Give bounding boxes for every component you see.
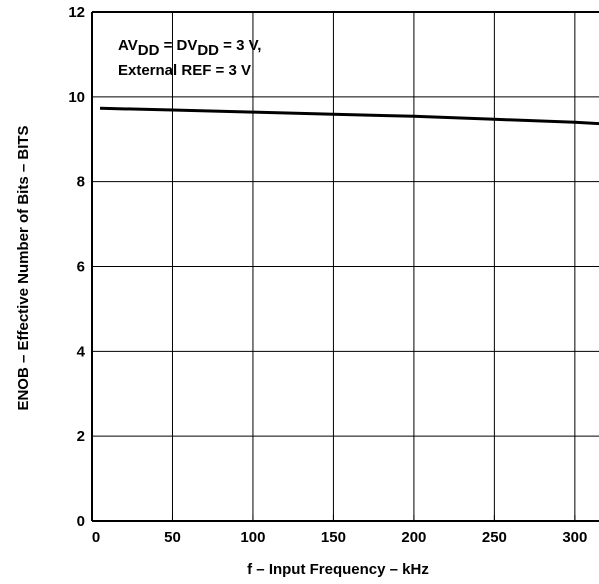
x-tick-label: 150 (321, 529, 346, 546)
y-tick-label: 0 (77, 513, 85, 530)
y-tick-label: 8 (77, 174, 85, 191)
y-axis-title: ENOB – Effective Number of Bits – BITS (15, 125, 32, 410)
x-tick-label: 100 (240, 529, 265, 546)
y-tick-label: 10 (68, 89, 85, 106)
series-layer (99, 106, 599, 126)
plot-frame (91, 11, 599, 522)
x-tick-label: 50 (164, 529, 181, 546)
annotation-line-2: External REF = 3 V (118, 62, 251, 79)
x-axis-title: f – Input Frequency – kHz (247, 561, 429, 578)
y-tick-label: 6 (77, 259, 85, 276)
y-tick-label: 2 (77, 428, 85, 445)
y-tick-labels: 0 2 4 6 8 10 12 (68, 4, 85, 530)
x-tick-label: 300 (562, 529, 587, 546)
y-tick-label: 4 (77, 343, 86, 360)
x-tick-label: 250 (482, 529, 507, 546)
annotation-line-1: AVDD = DVDD = 3 V, (118, 37, 261, 59)
y-tick-label: 12 (68, 4, 85, 21)
x-tick-labels: 0 50 100 150 200 250 300 (91, 515, 587, 546)
annotation: AVDD = DVDD = 3 V, External REF = 3 V (118, 37, 261, 79)
grid (92, 12, 599, 521)
series-line (99, 106, 599, 126)
x-tick-label: 200 (401, 529, 426, 546)
x-tick-label: 0 (92, 529, 100, 546)
